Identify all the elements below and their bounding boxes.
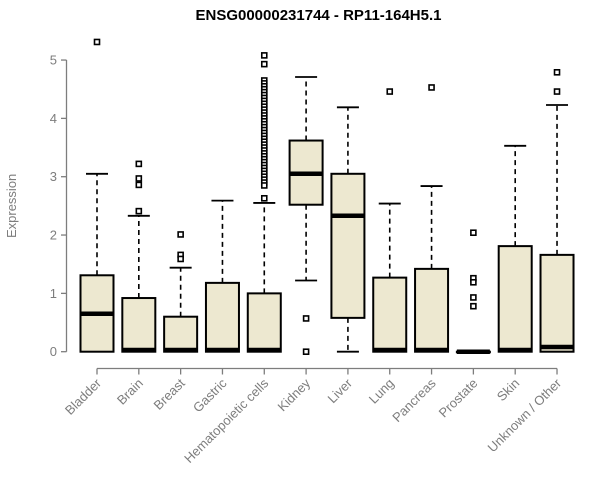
boxplot-lung — [372, 88, 408, 353]
x-tick-label-brain: Brain — [114, 376, 146, 408]
outlier-point — [135, 207, 143, 215]
outlier-point — [470, 302, 477, 310]
outlier-point — [135, 175, 143, 182]
outlier-point — [470, 229, 477, 237]
box — [497, 245, 533, 353]
box — [414, 267, 450, 353]
x-tick-label-gastric: Gastric — [190, 375, 230, 415]
x-tick-label-kidney: Kidney — [275, 375, 314, 414]
x-tick-label-breast: Breast — [151, 375, 188, 412]
outlier-point — [470, 294, 477, 301]
outlier-point — [386, 88, 394, 95]
outlier-point — [177, 255, 184, 263]
boxplot-prostate — [455, 229, 491, 354]
y-axis: 0 1 2 3 4 5 Expression — [4, 53, 68, 359]
boxplot-brain — [121, 160, 157, 353]
outlier-point — [135, 181, 143, 189]
box — [330, 172, 366, 319]
outlier-point — [260, 182, 268, 189]
y-tick-label: 1 — [50, 286, 57, 301]
outlier-point — [428, 84, 435, 91]
box — [121, 297, 157, 353]
boxplot-breast — [163, 231, 199, 353]
outlier-point — [553, 88, 561, 95]
y-tick-label: 4 — [50, 111, 57, 126]
y-tick-label: 3 — [50, 169, 57, 184]
outlier-point — [302, 348, 310, 356]
outlier-point — [177, 231, 184, 238]
chart-title: ENSG00000231744 - RP11-164H5.1 — [195, 7, 442, 24]
outlier-point — [260, 194, 268, 202]
box — [163, 315, 199, 353]
y-tick-label: 5 — [50, 53, 57, 68]
outlier-point — [470, 278, 477, 286]
boxplot-gastric — [204, 199, 240, 353]
y-axis-title: Expression — [4, 174, 19, 238]
x-tick-label-unknown-other: Unknown / Other — [485, 375, 565, 455]
x-tick-label-skin: Skin — [494, 376, 522, 404]
box — [539, 253, 575, 353]
y-tick-label: 0 — [50, 344, 57, 359]
x-tick-label-lung: Lung — [366, 376, 397, 407]
outlier-point — [553, 68, 561, 76]
outlier-point — [135, 160, 143, 168]
box — [246, 292, 282, 353]
outlier-point — [93, 38, 101, 46]
boxplot-pancreas — [414, 84, 450, 353]
x-tick-label-liver: Liver — [325, 375, 356, 406]
box — [204, 281, 240, 353]
boxplot-skin — [497, 144, 533, 353]
boxplot-liver — [330, 106, 366, 353]
x-tick-label-prostate: Prostate — [436, 376, 481, 421]
x-tick-label-bladder: Bladder — [62, 375, 105, 418]
boxplot-bladder — [79, 38, 115, 353]
box — [372, 276, 408, 353]
boxplot-kidney — [288, 76, 324, 356]
x-tick-label-pancreas: Pancreas — [389, 375, 439, 425]
outlier-point — [302, 315, 310, 322]
boxplot-unknown-other — [539, 68, 575, 353]
outlier-point — [260, 60, 268, 68]
outlier-point — [260, 52, 268, 59]
boxplot-hematopoietic-cells — [246, 52, 282, 353]
y-tick-label: 2 — [50, 228, 57, 243]
